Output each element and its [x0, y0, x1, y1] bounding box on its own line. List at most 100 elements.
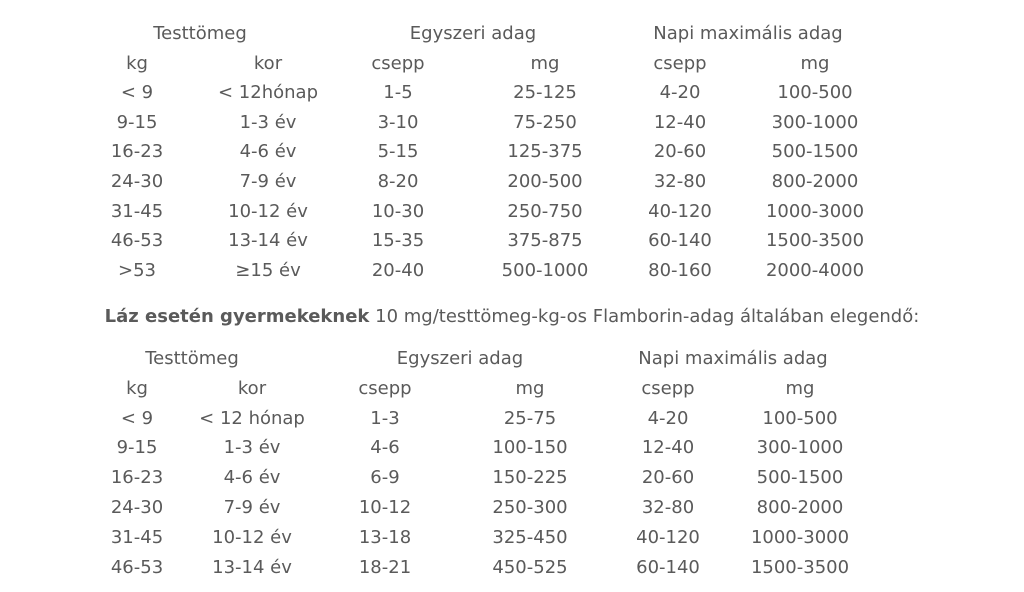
- group-header-row: Testtömeg Egyszeri adag Napi maximális ada…: [0, 23, 1024, 49]
- table-row: >53 ≥15 év 20-40 500-1000 80-160 2000-4000: [0, 260, 1024, 286]
- table-cell: 9-15: [116, 437, 158, 459]
- table-cell: 5-15: [377, 141, 419, 163]
- column-header: kor: [253, 52, 283, 74]
- column-header: kor: [237, 377, 267, 399]
- group-header: Testtömeg: [145, 348, 239, 369]
- table-cell: 24-30: [110, 171, 164, 192]
- table-row: 9-15 1-3 év 4-6 100-150 12-40 300-1000: [0, 437, 1024, 463]
- table-cell: 8-20: [377, 171, 419, 192]
- table-row: 16-23 4-6 év 5-15 125-375 20-60 500-1500: [0, 141, 1024, 167]
- table-cell: 500-1500: [756, 467, 844, 489]
- table-cell: 4-6 év: [223, 467, 281, 489]
- table-cell: 46-53: [110, 230, 164, 252]
- group-header: Napi maximális adag: [653, 23, 843, 44]
- table-row: < 9 < 12 hónap 1-3 25-75 4-20 100-500: [0, 408, 1024, 434]
- table-cell: 1-5: [383, 82, 413, 104]
- column-header: csepp: [371, 52, 425, 74]
- column-header: mg: [785, 377, 815, 399]
- table-cell: 1000-3000: [765, 200, 865, 222]
- table-cell: 2000-4000: [765, 259, 865, 281]
- table-cell: 7-9 év: [239, 171, 297, 192]
- table-cell: 7-9 év: [223, 497, 281, 518]
- table-cell: >53: [118, 259, 156, 281]
- table-cell: 24-30: [110, 497, 164, 518]
- table-cell: 800-2000: [771, 171, 859, 192]
- table-cell: < 9: [120, 407, 154, 429]
- subheader-row: kg kor csepp mg csepp mg: [0, 53, 1024, 79]
- table-cell: 100-500: [762, 407, 838, 429]
- table-cell: 10-12 év: [228, 200, 308, 222]
- column-header: kg: [126, 377, 148, 399]
- table-cell: 1000-3000: [750, 526, 850, 548]
- table-cell: 1-3 év: [223, 437, 281, 459]
- table-cell: 325-450: [492, 526, 568, 548]
- table-cell: 800-2000: [756, 497, 844, 518]
- column-header: csepp: [358, 377, 412, 399]
- table-cell: 25-75: [503, 407, 557, 429]
- column-header: mg: [800, 52, 830, 74]
- table-cell: 32-80: [653, 171, 707, 192]
- column-header: csepp: [653, 52, 707, 74]
- table-row: 31-45 10-12 év 10-30 250-750 40-120 1000-3000: [0, 201, 1024, 227]
- group-header: Napi maximális adag: [638, 348, 828, 369]
- table-cell: 500-1500: [771, 141, 859, 163]
- table-cell: 10-30: [371, 200, 425, 222]
- table-cell: 75-250: [513, 111, 577, 133]
- table-cell: 15-35: [371, 230, 425, 252]
- table-cell: < 12 hónap: [199, 407, 305, 429]
- table-cell: 16-23: [110, 467, 164, 489]
- group-header: Egyszeri adag: [409, 23, 537, 44]
- table-cell: 4-6 év: [239, 141, 297, 163]
- column-header: kg: [126, 52, 148, 74]
- table-cell: 40-120: [648, 200, 712, 222]
- table-cell: 16-23: [110, 141, 164, 163]
- column-header: mg: [515, 377, 545, 399]
- table-cell: < 9: [120, 82, 154, 104]
- table-cell: 1500-3500: [750, 556, 850, 578]
- table-row: 24-30 7-9 év 8-20 200-500 32-80 800-2000: [0, 171, 1024, 197]
- table-cell: 20-60: [641, 467, 695, 489]
- table-cell: 31-45: [110, 200, 164, 222]
- table-cell: 4-20: [659, 82, 701, 104]
- column-header: mg: [530, 52, 560, 74]
- table-cell: 200-500: [507, 171, 583, 192]
- table-cell: 100-500: [777, 82, 853, 104]
- table-row: 31-45 10-12 év 13-18 325-450 40-120 1000-3000: [0, 527, 1024, 553]
- table-cell: 18-21: [358, 556, 412, 578]
- table-cell: 100-150: [492, 437, 568, 459]
- table-cell: 4-20: [647, 407, 689, 429]
- note-bold: Láz esetén gyermekeknek: [104, 306, 370, 327]
- table-row: 9-15 1-3 év 3-10 75-250 12-40 300-1000: [0, 112, 1024, 138]
- table-row: 46-53 13-14 év 15-35 375-875 60-140 1500-3500: [0, 230, 1024, 256]
- group-header: Testtömeg: [153, 23, 247, 44]
- table-cell: 3-10: [377, 111, 419, 133]
- table-cell: 12-40: [641, 437, 695, 459]
- table-cell: 60-140: [636, 556, 700, 578]
- table-cell: 40-120: [636, 526, 700, 548]
- table-cell: 250-750: [507, 200, 583, 222]
- table-cell: 13-14 év: [228, 230, 308, 252]
- table-row: 24-30 7-9 év 10-12 250-300 32-80 800-2000: [0, 497, 1024, 523]
- table-cell: 125-375: [507, 141, 583, 163]
- table-cell: 500-1000: [501, 259, 589, 281]
- table-cell: 80-160: [648, 259, 712, 281]
- table-cell: 4-6: [370, 437, 400, 459]
- table-cell: 32-80: [641, 497, 695, 518]
- fever-dosage-note: Láz esetén gyermekeknek 10 mg/testtömeg-…: [0, 306, 1024, 327]
- table-cell: 10-12: [358, 497, 412, 518]
- table-cell: 1-3: [370, 407, 400, 429]
- table-row: < 9 < 12hónap 1-5 25-125 4-20 100-500: [0, 82, 1024, 108]
- table-cell: 1500-3500: [765, 230, 865, 252]
- table-cell: 20-40: [371, 259, 425, 281]
- table-cell: 6-9: [370, 467, 400, 489]
- table-cell: 20-60: [653, 141, 707, 163]
- table-cell: 1-3 év: [239, 111, 297, 133]
- table-cell: 13-18: [358, 526, 412, 548]
- table-cell: 10-12 év: [212, 526, 292, 548]
- table-cell: 31-45: [110, 526, 164, 548]
- table-cell: 60-140: [648, 230, 712, 252]
- note-text: 10 mg/testtömeg-kg-os Flamborin-adag ált…: [369, 306, 920, 327]
- table-row: 16-23 4-6 év 6-9 150-225 20-60 500-1500: [0, 467, 1024, 493]
- table-cell: 250-300: [492, 497, 568, 518]
- table-cell: < 12hónap: [218, 82, 318, 104]
